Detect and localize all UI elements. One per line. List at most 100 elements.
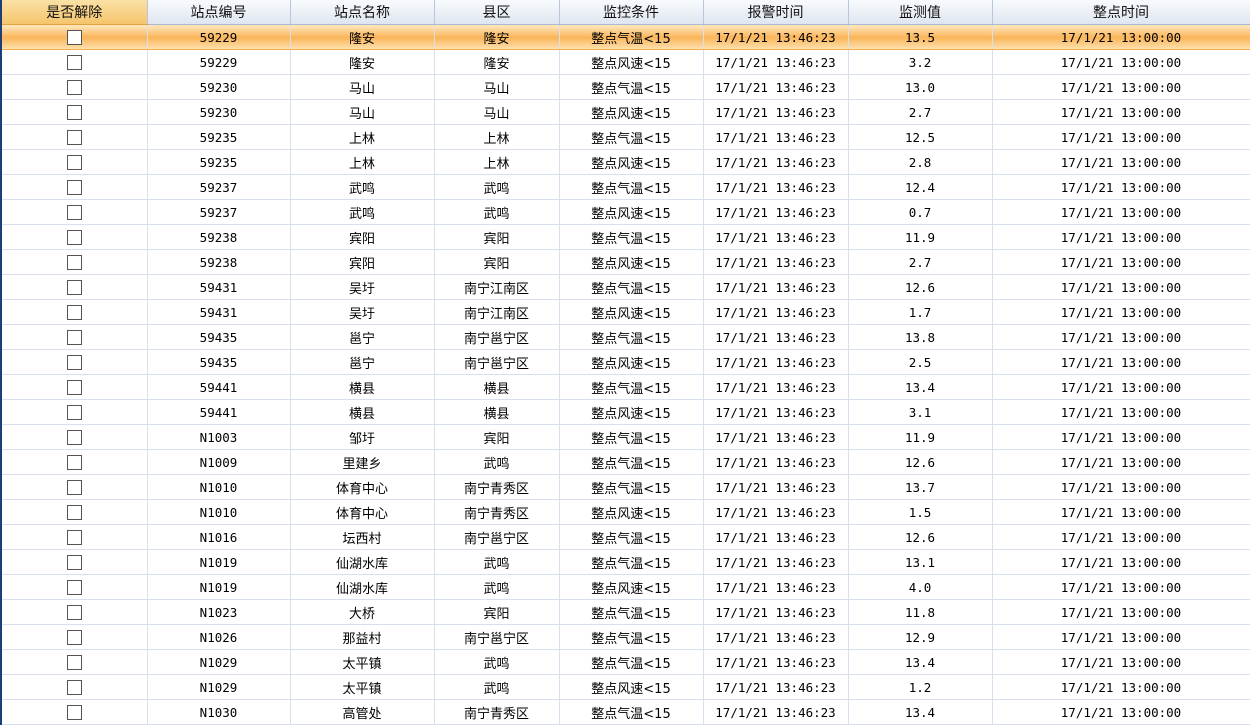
released-checkbox[interactable] [66,379,82,395]
station-name-cell: 太平镇 [290,674,435,700]
hour-time-cell: 17/1/21 13:00:00 [992,274,1250,300]
value-cell: 1.5 [848,499,993,525]
table-row[interactable]: N1016 坛西村 南宁邕宁区 整点气温<15 17/1/21 13:46:23 12.6… [2,524,1250,550]
table-row[interactable]: 59238 宾阳 宾阳 整点气温<15 17/1/21 13:46:23 11.9 17/1… [2,224,1250,250]
table-row[interactable]: N1023 大桥 宾阳 整点气温<15 17/1/21 13:46:23 11.8 17/1… [2,599,1250,625]
released-checkbox[interactable] [66,654,82,670]
released-checkbox[interactable] [66,504,82,520]
column-header-station-name[interactable]: 站点名称 [290,0,435,25]
table-row[interactable]: N1003 邹圩 宾阳 整点气温<15 17/1/21 13:46:23 11.9 17/1… [2,424,1250,450]
column-header-released[interactable]: 是否解除 [2,0,148,25]
released-cell [2,99,148,125]
table-row[interactable]: 59230 马山 马山 整点气温<15 17/1/21 13:46:23 13.0 17/1… [2,74,1250,100]
released-cell [2,549,148,575]
alarm-time-cell: 17/1/21 13:46:23 [703,399,849,425]
released-cell [2,474,148,500]
released-checkbox[interactable] [66,479,82,495]
table-row[interactable]: N1029 太平镇 武鸣 整点风速<15 17/1/21 13:46:23 1.2 17/1… [2,674,1250,700]
station-id-cell: 59435 [147,349,291,375]
table-row[interactable]: 59441 横县 横县 整点气温<15 17/1/21 13:46:23 13.4 17/1… [2,374,1250,400]
released-checkbox[interactable] [66,204,82,220]
hour-time-cell: 17/1/21 13:00:00 [992,649,1250,675]
table-row[interactable]: 59431 吴圩 南宁江南区 整点气温<15 17/1/21 13:46:23 12.6 1… [2,274,1250,300]
table-row[interactable]: N1026 那益村 南宁邕宁区 整点气温<15 17/1/21 13:46:23 12.9… [2,624,1250,650]
table-row[interactable]: 59229 隆安 隆安 整点风速<15 17/1/21 13:46:23 3.2 17/1/… [2,49,1250,75]
station-name-cell: 仙湖水库 [290,574,435,600]
column-header-hour-time[interactable]: 整点时间 [992,0,1250,25]
hour-time-cell: 17/1/21 13:00:00 [992,199,1250,225]
station-id-cell: 59229 [147,49,291,75]
table-row[interactable]: 59435 邕宁 南宁邕宁区 整点气温<15 17/1/21 13:46:23 13.8 1… [2,324,1250,350]
released-checkbox[interactable] [66,529,82,545]
released-checkbox[interactable] [66,229,82,245]
condition-cell: 整点风速<15 [559,199,704,225]
column-header-alarm-time[interactable]: 报警时间 [703,0,849,25]
released-checkbox[interactable] [66,54,82,70]
released-checkbox[interactable] [66,704,82,720]
released-checkbox[interactable] [66,429,82,445]
released-checkbox[interactable] [66,29,82,45]
table-row[interactable]: N1019 仙湖水库 武鸣 整点风速<15 17/1/21 13:46:23 4.0 17/… [2,574,1250,600]
county-cell: 武鸣 [434,574,560,600]
value-cell: 13.5 [848,24,993,50]
column-header-county[interactable]: 县区 [434,0,560,25]
table-row[interactable]: 59235 上林 上林 整点气温<15 17/1/21 13:46:23 12.5 17/1… [2,124,1250,150]
released-checkbox[interactable] [66,629,82,645]
released-checkbox[interactable] [66,354,82,370]
table-row[interactable]: 59230 马山 马山 整点风速<15 17/1/21 13:46:23 2.7 17/1/… [2,99,1250,125]
station-id-cell: N1029 [147,649,291,675]
table-row[interactable]: 59229 隆安 隆安 整点气温<15 17/1/21 13:46:23 13.5 17/1… [2,24,1250,50]
county-cell: 武鸣 [434,199,560,225]
county-cell: 南宁青秀区 [434,699,560,725]
condition-cell: 整点气温<15 [559,449,704,475]
table-row[interactable]: 59441 横县 横县 整点风速<15 17/1/21 13:46:23 3.1 17/1/… [2,399,1250,425]
table-row[interactable]: N1010 体育中心 南宁青秀区 整点气温<15 17/1/21 13:46:23 13.… [2,474,1250,500]
station-id-cell: N1026 [147,624,291,650]
released-cell [2,599,148,625]
table-row[interactable]: 59237 武鸣 武鸣 整点气温<15 17/1/21 13:46:23 12.4 17/1… [2,174,1250,200]
table-row[interactable]: N1030 高管处 南宁青秀区 整点气温<15 17/1/21 13:46:23 13.4… [2,699,1250,725]
county-cell: 上林 [434,149,560,175]
released-checkbox[interactable] [66,579,82,595]
condition-cell: 整点风速<15 [559,299,704,325]
table-row[interactable]: N1029 太平镇 武鸣 整点气温<15 17/1/21 13:46:23 13.4 17/… [2,649,1250,675]
county-cell: 南宁邕宁区 [434,324,560,350]
released-checkbox[interactable] [66,304,82,320]
station-name-cell: 隆安 [290,24,435,50]
hour-time-cell: 17/1/21 13:00:00 [992,149,1250,175]
released-checkbox[interactable] [66,404,82,420]
value-cell: 13.0 [848,74,993,100]
hour-time-cell: 17/1/21 13:00:00 [992,549,1250,575]
condition-cell: 整点气温<15 [559,124,704,150]
table-row[interactable]: N1009 里建乡 武鸣 整点气温<15 17/1/21 13:46:23 12.6 17/… [2,449,1250,475]
released-checkbox[interactable] [66,79,82,95]
released-checkbox[interactable] [66,679,82,695]
released-checkbox[interactable] [66,179,82,195]
released-checkbox[interactable] [66,279,82,295]
station-id-cell: 59229 [147,24,291,50]
released-checkbox[interactable] [66,254,82,270]
table-row[interactable]: 59235 上林 上林 整点风速<15 17/1/21 13:46:23 2.8 17/1/… [2,149,1250,175]
table-row[interactable]: 59431 吴圩 南宁江南区 整点风速<15 17/1/21 13:46:23 1.7 17… [2,299,1250,325]
condition-cell: 整点气温<15 [559,324,704,350]
released-checkbox[interactable] [66,454,82,470]
column-header-value[interactable]: 监测值 [848,0,993,25]
value-cell: 2.8 [848,149,993,175]
column-header-condition[interactable]: 监控条件 [559,0,704,25]
table-row[interactable]: N1010 体育中心 南宁青秀区 整点风速<15 17/1/21 13:46:23 1.5… [2,499,1250,525]
hour-time-cell: 17/1/21 13:00:00 [992,324,1250,350]
released-checkbox[interactable] [66,604,82,620]
station-name-cell: 邕宁 [290,324,435,350]
released-checkbox[interactable] [66,554,82,570]
released-checkbox[interactable] [66,154,82,170]
alarm-time-cell: 17/1/21 13:46:23 [703,324,849,350]
table-row[interactable]: 59237 武鸣 武鸣 整点风速<15 17/1/21 13:46:23 0.7 17/1/… [2,199,1250,225]
table-row[interactable]: 59238 宾阳 宾阳 整点风速<15 17/1/21 13:46:23 2.7 17/1/… [2,249,1250,275]
released-checkbox[interactable] [66,129,82,145]
column-header-station-id[interactable]: 站点编号 [147,0,291,25]
station-name-cell: 横县 [290,374,435,400]
released-checkbox[interactable] [66,104,82,120]
table-row[interactable]: N1019 仙湖水库 武鸣 整点气温<15 17/1/21 13:46:23 13.1 17… [2,549,1250,575]
table-row[interactable]: 59435 邕宁 南宁邕宁区 整点风速<15 17/1/21 13:46:23 2.5 17… [2,349,1250,375]
released-checkbox[interactable] [66,329,82,345]
